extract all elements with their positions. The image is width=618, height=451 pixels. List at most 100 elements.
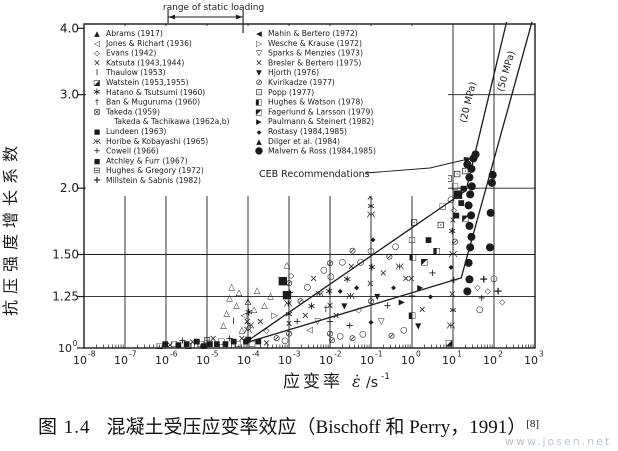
data-point: × xyxy=(301,310,309,321)
data-point: ⊡ xyxy=(437,220,445,231)
x-tick-label: 10 xyxy=(196,354,210,367)
data-point: ● xyxy=(486,206,495,218)
legend-marker-icon: Ж xyxy=(93,137,101,146)
data-point: ● xyxy=(467,162,476,174)
data-point: ● xyxy=(465,171,474,183)
x-tick-exponent: -3 xyxy=(293,350,301,359)
data-point: ⊘ xyxy=(326,330,334,340)
legend-entry: Ι Thaulow (1953) xyxy=(96,68,166,77)
data-point: ○ xyxy=(400,325,407,335)
x-tick-exponent: -5 xyxy=(211,350,219,359)
data-point: ○ xyxy=(447,195,454,205)
x-axis-label-unit: /s xyxy=(366,375,378,391)
y-tick-label: 10 xyxy=(58,342,72,355)
legend-label: Watstein (1953,1955) xyxy=(106,78,189,87)
data-point: × xyxy=(366,278,374,289)
legend-label: Evans (1942) xyxy=(106,49,156,58)
data-point: ○ xyxy=(304,282,311,292)
data-point: Ж xyxy=(346,292,355,301)
legend-marker-icon: ■ xyxy=(94,157,101,165)
ceb-pointer-line xyxy=(365,159,467,174)
data-point: ■ xyxy=(244,334,251,343)
data-point: ⊘ xyxy=(349,246,357,256)
legend-entry: ◧ Hughes & Watson (1978) xyxy=(255,98,363,107)
data-point: × xyxy=(418,304,426,315)
data-point: ■ xyxy=(460,184,467,193)
data-point: ▽ xyxy=(378,317,385,327)
legend-marker-icon: ∗ xyxy=(93,87,101,98)
data-point: ○ xyxy=(367,246,374,256)
y-tick-label: 4.0 xyxy=(60,21,79,35)
data-point: ◁ xyxy=(306,325,313,335)
data-point: + xyxy=(493,285,502,298)
data-point: + xyxy=(428,268,436,279)
data-point: ○ xyxy=(359,330,366,340)
data-point: ■ xyxy=(193,337,200,346)
data-point: ⊘ xyxy=(285,330,293,340)
legend-marker-icon: ▷ xyxy=(256,39,262,48)
data-point: + xyxy=(286,287,294,298)
data-point: ⊡ xyxy=(453,169,461,180)
data-point: ◧ xyxy=(408,311,416,321)
data-point: Ж xyxy=(449,250,458,259)
data-point: □ xyxy=(439,202,447,211)
data-point: ● xyxy=(466,241,475,253)
data-point: Ж xyxy=(246,322,255,331)
legend-marker-icon: Ι xyxy=(96,68,98,77)
data-point: △ xyxy=(233,301,240,311)
data-point: Ж xyxy=(284,300,293,309)
data-point: □ xyxy=(408,235,416,244)
legend-marker-icon: × xyxy=(255,58,262,68)
data-point: △ xyxy=(245,297,252,307)
legend-marker-icon: ⊠ xyxy=(94,106,101,116)
legend-entry: × Katsuta (1943,1944) xyxy=(93,58,184,68)
legend-marker-icon: ◁ xyxy=(94,39,100,48)
legend-entry: ⊘ Kvirikadze (1977) xyxy=(256,77,335,87)
data-point: × xyxy=(326,300,334,311)
data-point: ○ xyxy=(337,332,344,342)
legend-marker-icon: ▶ xyxy=(256,117,262,126)
data-point: ⊘ xyxy=(349,334,357,344)
legend-label: Hughes & Gregory (1972) xyxy=(106,166,204,175)
x-tick-exponent: 3 xyxy=(539,350,544,359)
x-tick-exponent: -1 xyxy=(375,350,383,359)
figure-caption: 图 1.4 混凝土受压应变率效应（Bischoff 和 Perry，1991）[8… xyxy=(38,412,608,439)
x-axis-label-symbol: ε̇ xyxy=(352,372,361,391)
data-point: ● xyxy=(467,180,476,192)
x-tick-label: 10 xyxy=(278,354,292,367)
data-point: × xyxy=(189,337,197,348)
data-point: ■ xyxy=(278,274,288,287)
legend-entry: ▷ Wesche & Krause (1972) xyxy=(256,39,362,48)
data-point: ◆ xyxy=(428,293,433,301)
legend-label: Mahin & Bertero (1972) xyxy=(268,29,358,38)
legend-marker-icon: † xyxy=(95,98,99,107)
data-point: × xyxy=(262,338,270,349)
legend-marker-icon: ◀ xyxy=(256,29,262,38)
data-point: Ж xyxy=(367,211,376,220)
x-tick-label: 10 xyxy=(401,354,415,367)
data-point: ● xyxy=(464,199,473,211)
data-point: ● xyxy=(466,188,475,200)
watermark: www.josen.net xyxy=(505,435,612,448)
data-point: × xyxy=(449,215,457,226)
data-point: × xyxy=(310,273,318,284)
x-tick-label: 10 xyxy=(114,354,128,367)
legend-entry: + Millstein & Sabnis (1982) xyxy=(93,175,201,186)
legend-label: Bresler & Bertero (1975) xyxy=(268,58,361,67)
legend-label: Takeda & Tachikawa (1962a,b) xyxy=(113,117,230,126)
ceb-curve-20mpa xyxy=(243,22,508,344)
data-point: ⊡ xyxy=(445,174,453,185)
data-point: ◇ xyxy=(356,305,363,314)
data-point: ○ xyxy=(320,265,327,275)
legend-label: Wesche & Krause (1972) xyxy=(268,39,362,48)
x-tick-label: 10 xyxy=(73,354,87,367)
legend-marker-icon: × xyxy=(93,58,100,68)
legend-entry: ⊠ Takeda (1959) xyxy=(94,106,160,116)
data-point: ◆ xyxy=(371,236,376,244)
data-point: ◇ xyxy=(499,298,506,307)
x-tick-label: 10 xyxy=(155,354,169,367)
y-tick-label: 3.0 xyxy=(60,88,79,102)
data-point: + xyxy=(345,321,353,332)
ceb-pointer-arrowhead xyxy=(463,157,472,163)
data-point: □ xyxy=(218,337,226,346)
